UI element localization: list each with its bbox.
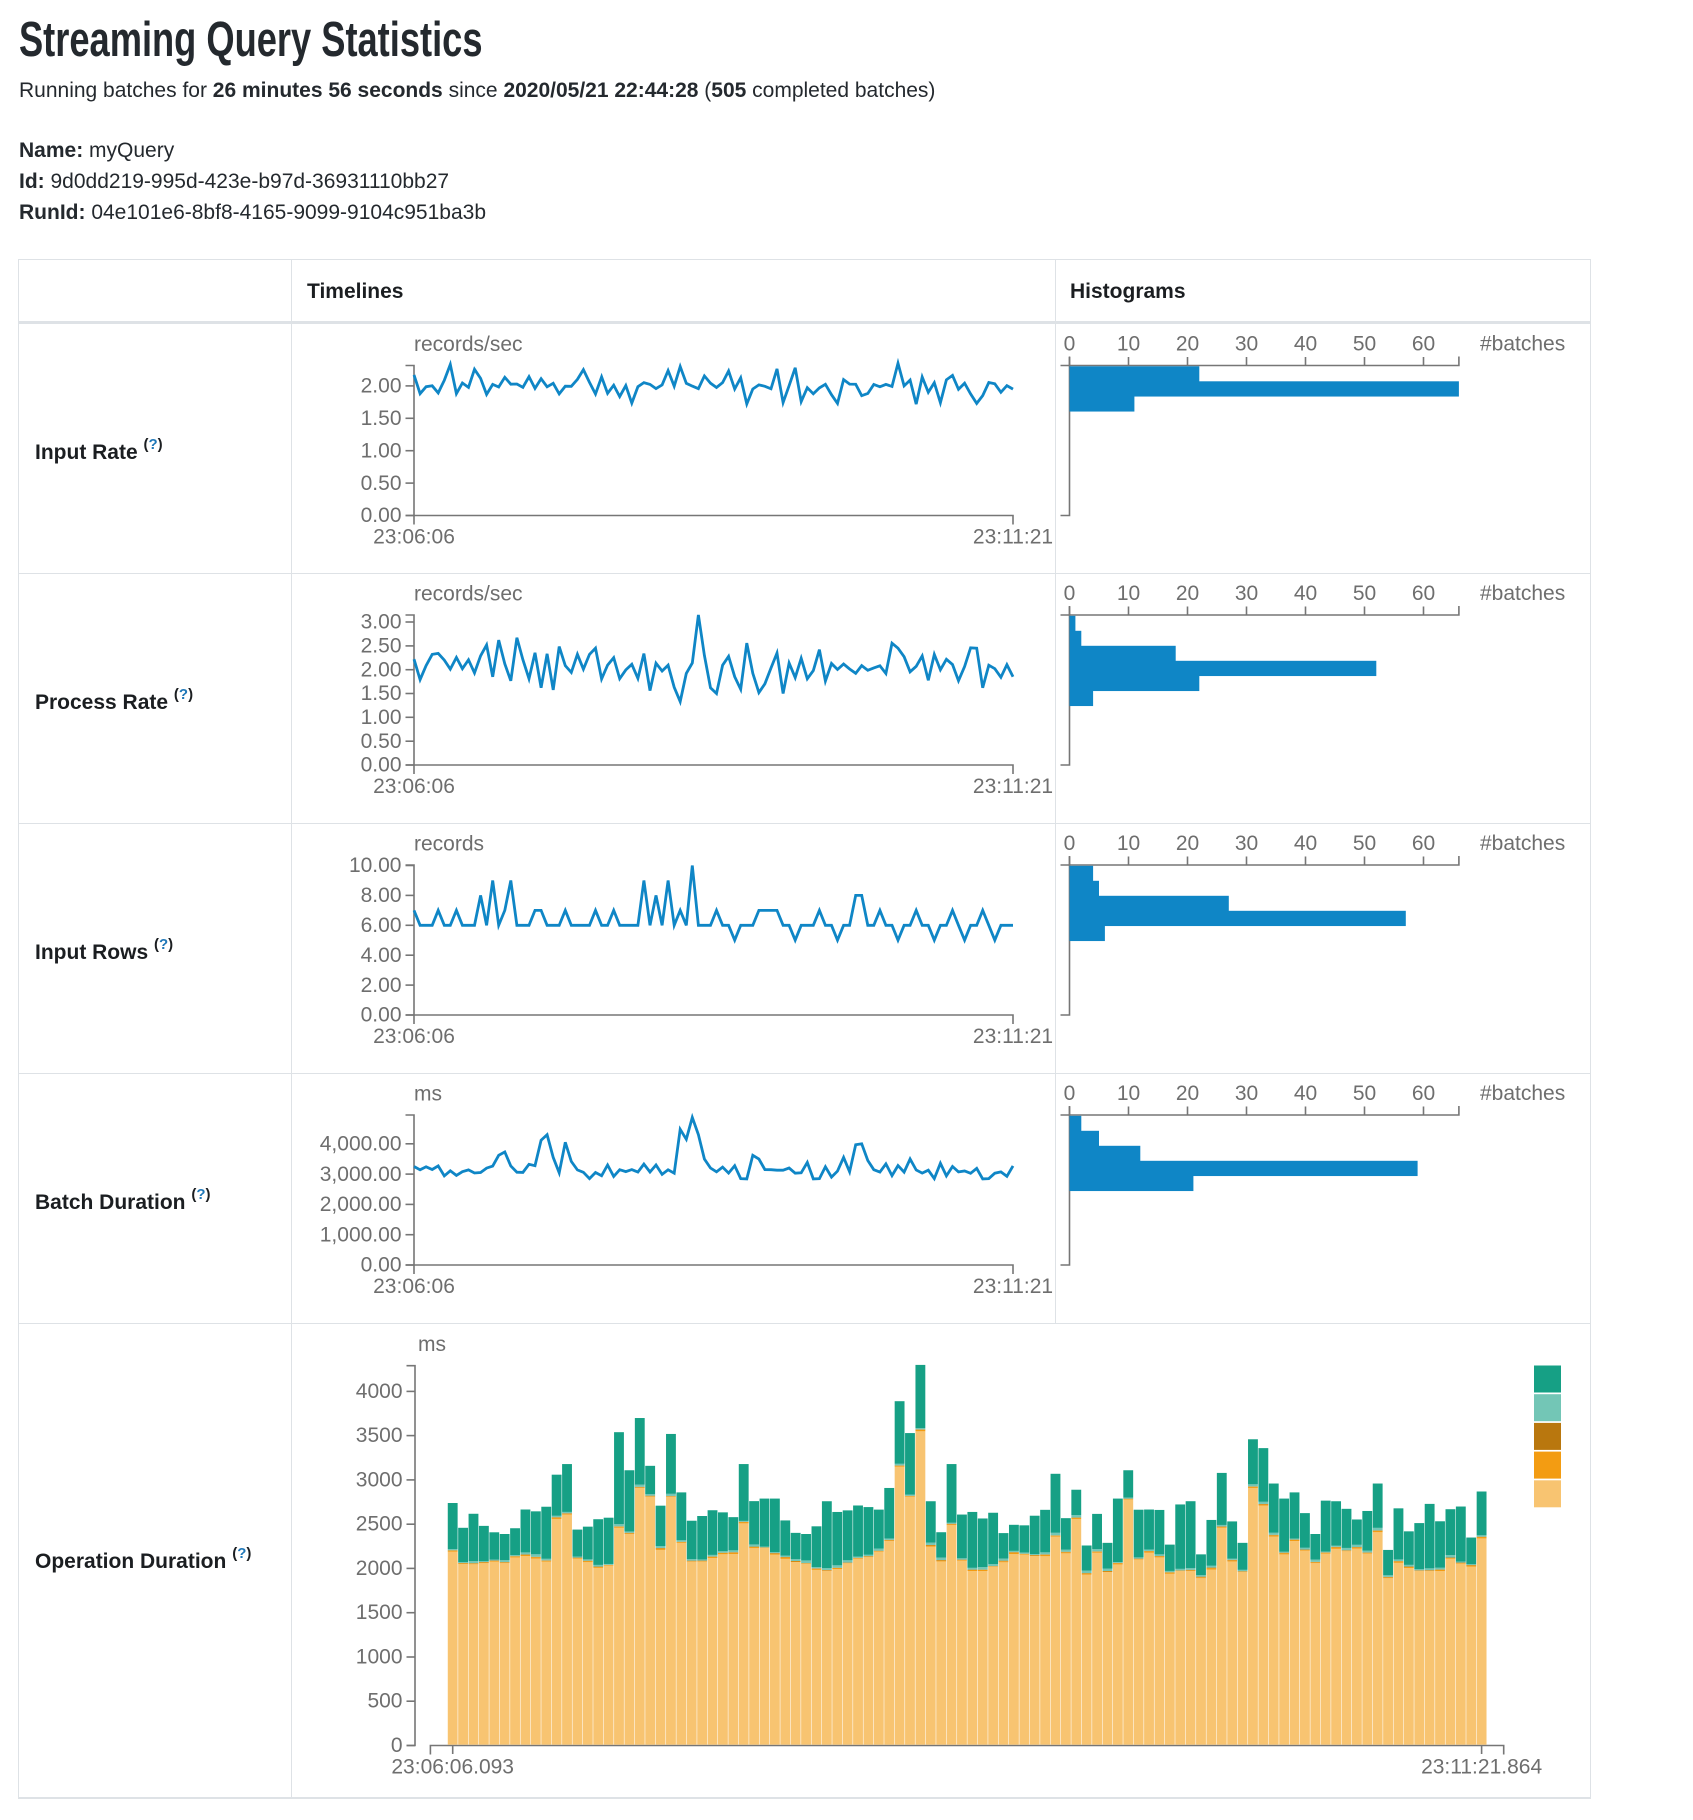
svg-text:2.50: 2.50: [361, 635, 402, 658]
svg-text:23:06:06.093: 23:06:06.093: [391, 1756, 514, 1779]
svg-text:4,000.00: 4,000.00: [320, 1133, 402, 1156]
svg-text:0.00: 0.00: [361, 754, 402, 777]
svg-text:0.00: 0.00: [361, 504, 402, 527]
svg-text:0: 0: [1064, 582, 1076, 605]
svg-text:30: 30: [1235, 582, 1258, 605]
svg-text:23:11:21: 23:11:21: [973, 526, 1053, 549]
svg-text:50: 50: [1353, 1082, 1376, 1105]
svg-text:8.00: 8.00: [361, 884, 402, 907]
svg-text:20: 20: [1176, 832, 1199, 855]
svg-text:60: 60: [1412, 832, 1435, 855]
svg-text:0.50: 0.50: [361, 730, 402, 753]
svg-text:3500: 3500: [356, 1424, 403, 1447]
svg-text:4.00: 4.00: [361, 944, 402, 967]
svg-text:2.00: 2.00: [361, 375, 402, 398]
svg-text:20: 20: [1176, 582, 1199, 605]
svg-text:20: 20: [1176, 333, 1199, 356]
svg-text:1.00: 1.00: [361, 439, 402, 462]
svg-text:23:11:21: 23:11:21: [973, 775, 1053, 798]
svg-text:2500: 2500: [356, 1513, 403, 1536]
svg-text:50: 50: [1353, 832, 1376, 855]
svg-text:20: 20: [1176, 1082, 1199, 1105]
svg-text:3.00: 3.00: [361, 611, 402, 634]
svg-text:10: 10: [1117, 333, 1140, 356]
svg-text:0: 0: [1064, 333, 1076, 356]
svg-text:10: 10: [1117, 582, 1140, 605]
svg-text:ms: ms: [418, 1333, 446, 1356]
svg-text:0.50: 0.50: [361, 472, 402, 495]
svg-text:500: 500: [367, 1690, 402, 1713]
svg-text:#batches: #batches: [1480, 333, 1565, 356]
svg-text:40: 40: [1294, 582, 1317, 605]
svg-text:23:06:06: 23:06:06: [373, 1025, 455, 1048]
svg-text:40: 40: [1294, 832, 1317, 855]
svg-text:1.50: 1.50: [361, 407, 402, 430]
svg-text:0: 0: [391, 1734, 403, 1757]
svg-text:2.00: 2.00: [361, 974, 402, 997]
svg-text:10.00: 10.00: [349, 854, 402, 877]
svg-text:50: 50: [1353, 333, 1376, 356]
svg-text:60: 60: [1412, 582, 1435, 605]
svg-text:3000: 3000: [356, 1468, 403, 1491]
svg-text:1000: 1000: [356, 1646, 403, 1669]
svg-text:records/sec: records/sec: [414, 333, 523, 356]
svg-text:2,000.00: 2,000.00: [320, 1193, 402, 1216]
svg-text:0: 0: [1064, 832, 1076, 855]
svg-text:40: 40: [1294, 1082, 1317, 1105]
svg-text:#batches: #batches: [1480, 582, 1565, 605]
svg-text:1500: 1500: [356, 1601, 403, 1624]
svg-text:1,000.00: 1,000.00: [320, 1223, 402, 1246]
svg-text:#batches: #batches: [1480, 832, 1565, 855]
svg-text:4000: 4000: [356, 1380, 403, 1403]
svg-text:records/sec: records/sec: [414, 583, 523, 606]
svg-text:23:11:21.864: 23:11:21.864: [1421, 1756, 1542, 1779]
svg-text:records: records: [414, 833, 484, 856]
svg-text:60: 60: [1412, 1082, 1435, 1105]
svg-text:2.00: 2.00: [361, 658, 402, 681]
svg-text:#batches: #batches: [1480, 1082, 1565, 1105]
svg-text:23:11:21: 23:11:21: [973, 1025, 1053, 1048]
svg-text:30: 30: [1235, 333, 1258, 356]
svg-text:60: 60: [1412, 333, 1435, 356]
svg-text:40: 40: [1294, 333, 1317, 356]
svg-text:ms: ms: [414, 1083, 442, 1106]
svg-text:0.00: 0.00: [361, 1254, 402, 1277]
svg-text:10: 10: [1117, 832, 1140, 855]
svg-text:1.50: 1.50: [361, 682, 402, 705]
svg-text:30: 30: [1235, 832, 1258, 855]
svg-text:10: 10: [1117, 1082, 1140, 1105]
svg-text:1.00: 1.00: [361, 706, 402, 729]
svg-text:23:11:21: 23:11:21: [973, 1275, 1053, 1298]
svg-text:0.00: 0.00: [361, 1004, 402, 1027]
svg-text:6.00: 6.00: [361, 914, 402, 937]
svg-text:50: 50: [1353, 582, 1376, 605]
svg-text:2000: 2000: [356, 1557, 403, 1580]
svg-text:23:06:06: 23:06:06: [373, 526, 455, 549]
svg-text:3,000.00: 3,000.00: [320, 1163, 402, 1186]
svg-text:23:06:06: 23:06:06: [373, 775, 455, 798]
svg-text:30: 30: [1235, 1082, 1258, 1105]
svg-text:0: 0: [1064, 1082, 1076, 1105]
svg-text:23:06:06: 23:06:06: [373, 1275, 455, 1298]
